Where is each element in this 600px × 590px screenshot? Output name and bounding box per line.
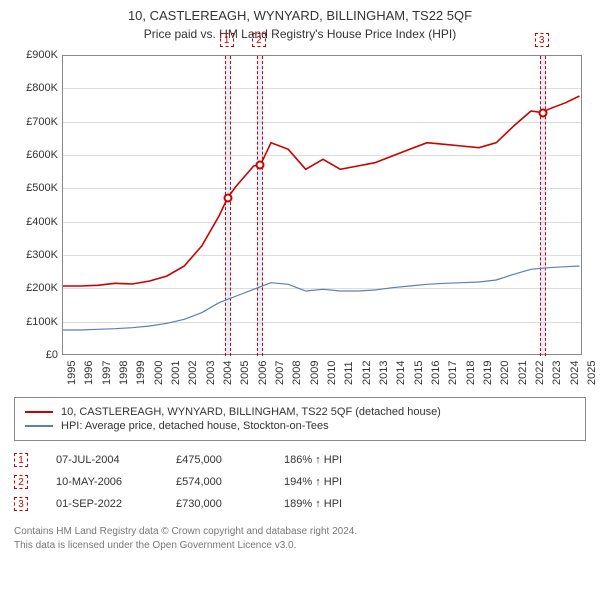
legend-label-property: 10, CASTLEREAGH, WYNYARD, BILLINGHAM, TS…	[61, 406, 441, 418]
xtick-label: 2011	[343, 361, 347, 385]
marker-badge-3: 3	[535, 33, 549, 47]
marker-dot-2	[255, 160, 264, 169]
transaction-row-2: 2 10-MAY-2006 £574,000 194% ↑ HPI	[14, 471, 586, 493]
transaction-row-3: 3 01-SEP-2022 £730,000 189% ↑ HPI	[14, 493, 586, 515]
transaction-date: 10-MAY-2006	[56, 476, 148, 488]
ytick-label: £100K	[14, 316, 58, 328]
marker-badge-2: 2	[252, 33, 266, 47]
xtick-label: 1996	[83, 361, 87, 385]
xtick-label: 2013	[378, 361, 382, 385]
transaction-date: 01-SEP-2022	[56, 498, 148, 510]
xtick-label: 2003	[205, 361, 209, 385]
xtick-label: 2018	[465, 361, 469, 385]
xtick-label: 2025	[586, 361, 590, 385]
xtick-label: 1995	[66, 361, 70, 385]
attribution-line-2: This data is licensed under the Open Gov…	[14, 539, 586, 553]
xtick-label: 2007	[274, 361, 278, 385]
legend-row-property: 10, CASTLEREAGH, WYNYARD, BILLINGHAM, TS…	[25, 406, 575, 418]
xtick-label: 2019	[482, 361, 486, 385]
transaction-badge: 3	[14, 497, 28, 511]
attribution: Contains HM Land Registry data © Crown c…	[14, 525, 586, 552]
xtick-label: 2023	[551, 361, 555, 385]
chart-title: 10, CASTLEREAGH, WYNYARD, BILLINGHAM, TS…	[14, 8, 586, 23]
chart-area: £0 £100K £200K £300K £400K £500K £600K £700K £80…	[14, 49, 586, 389]
xtick-label: 2000	[153, 361, 157, 385]
legend-label-hpi: HPI: Average price, detached house, Stoc…	[61, 420, 329, 432]
xtick-label: 1997	[101, 361, 105, 385]
legend: 10, CASTLEREAGH, WYNYARD, BILLINGHAM, TS…	[14, 397, 586, 441]
legend-row-hpi: HPI: Average price, detached house, Stoc…	[25, 420, 575, 432]
transaction-row-1: 1 07-JUL-2004 £475,000 186% ↑ HPI	[14, 449, 586, 471]
series-hpi	[63, 266, 580, 330]
transaction-badge: 1	[14, 453, 28, 467]
transactions-table: 1 07-JUL-2004 £475,000 186% ↑ HPI 2 10-MAY-20…	[14, 449, 586, 515]
xtick-label: 1998	[118, 361, 122, 385]
xtick-label: 2009	[309, 361, 313, 385]
xtick-label: 2005	[239, 361, 243, 385]
ytick-label: £900K	[14, 49, 58, 61]
xtick-label: 2006	[257, 361, 261, 385]
chart-card: 10, CASTLEREAGH, WYNYARD, BILLINGHAM, TS…	[0, 0, 600, 562]
chart-subtitle: Price paid vs. HM Land Registry's House …	[14, 27, 586, 41]
ytick-label: £800K	[14, 82, 58, 94]
xtick-label: 2020	[499, 361, 503, 385]
xtick-label: 1999	[135, 361, 139, 385]
ytick-label: £700K	[14, 116, 58, 128]
transaction-date: 07-JUL-2004	[56, 454, 148, 466]
xtick-label: 2002	[187, 361, 191, 385]
legend-swatch-property	[25, 411, 53, 413]
transaction-pct: 186% ↑ HPI	[284, 454, 384, 466]
xtick-label: 2008	[291, 361, 295, 385]
marker-dot-1	[223, 193, 232, 202]
legend-swatch-hpi	[25, 425, 53, 427]
xtick-label: 2024	[569, 361, 573, 385]
line-series	[63, 56, 583, 356]
ytick-label: £300K	[14, 249, 58, 261]
transaction-price: £574,000	[176, 476, 256, 488]
transaction-price: £730,000	[176, 498, 256, 510]
xtick-label: 2015	[413, 361, 417, 385]
ytick-label: £200K	[14, 282, 58, 294]
xtick-label: 2001	[170, 361, 174, 385]
transaction-badge: 2	[14, 475, 28, 489]
xtick-label: 2021	[517, 361, 521, 385]
transaction-pct: 189% ↑ HPI	[284, 498, 384, 510]
plot-area	[62, 55, 582, 355]
marker-dot-3	[538, 108, 547, 117]
ytick-label: £600K	[14, 149, 58, 161]
transaction-pct: 194% ↑ HPI	[284, 476, 384, 488]
transaction-price: £475,000	[176, 454, 256, 466]
marker-badge-1: 1	[220, 33, 234, 47]
xtick-label: 2012	[361, 361, 365, 385]
xtick-label: 2014	[395, 361, 399, 385]
xtick-label: 2010	[326, 361, 330, 385]
xtick-label: 2016	[430, 361, 434, 385]
xtick-label: 2004	[222, 361, 226, 385]
ytick-label: £0	[14, 349, 58, 361]
attribution-line-1: Contains HM Land Registry data © Crown c…	[14, 525, 586, 539]
xtick-label: 2017	[447, 361, 451, 385]
ytick-label: £500K	[14, 182, 58, 194]
xtick-label: 2022	[534, 361, 538, 385]
series-property	[63, 96, 580, 286]
ytick-label: £400K	[14, 216, 58, 228]
